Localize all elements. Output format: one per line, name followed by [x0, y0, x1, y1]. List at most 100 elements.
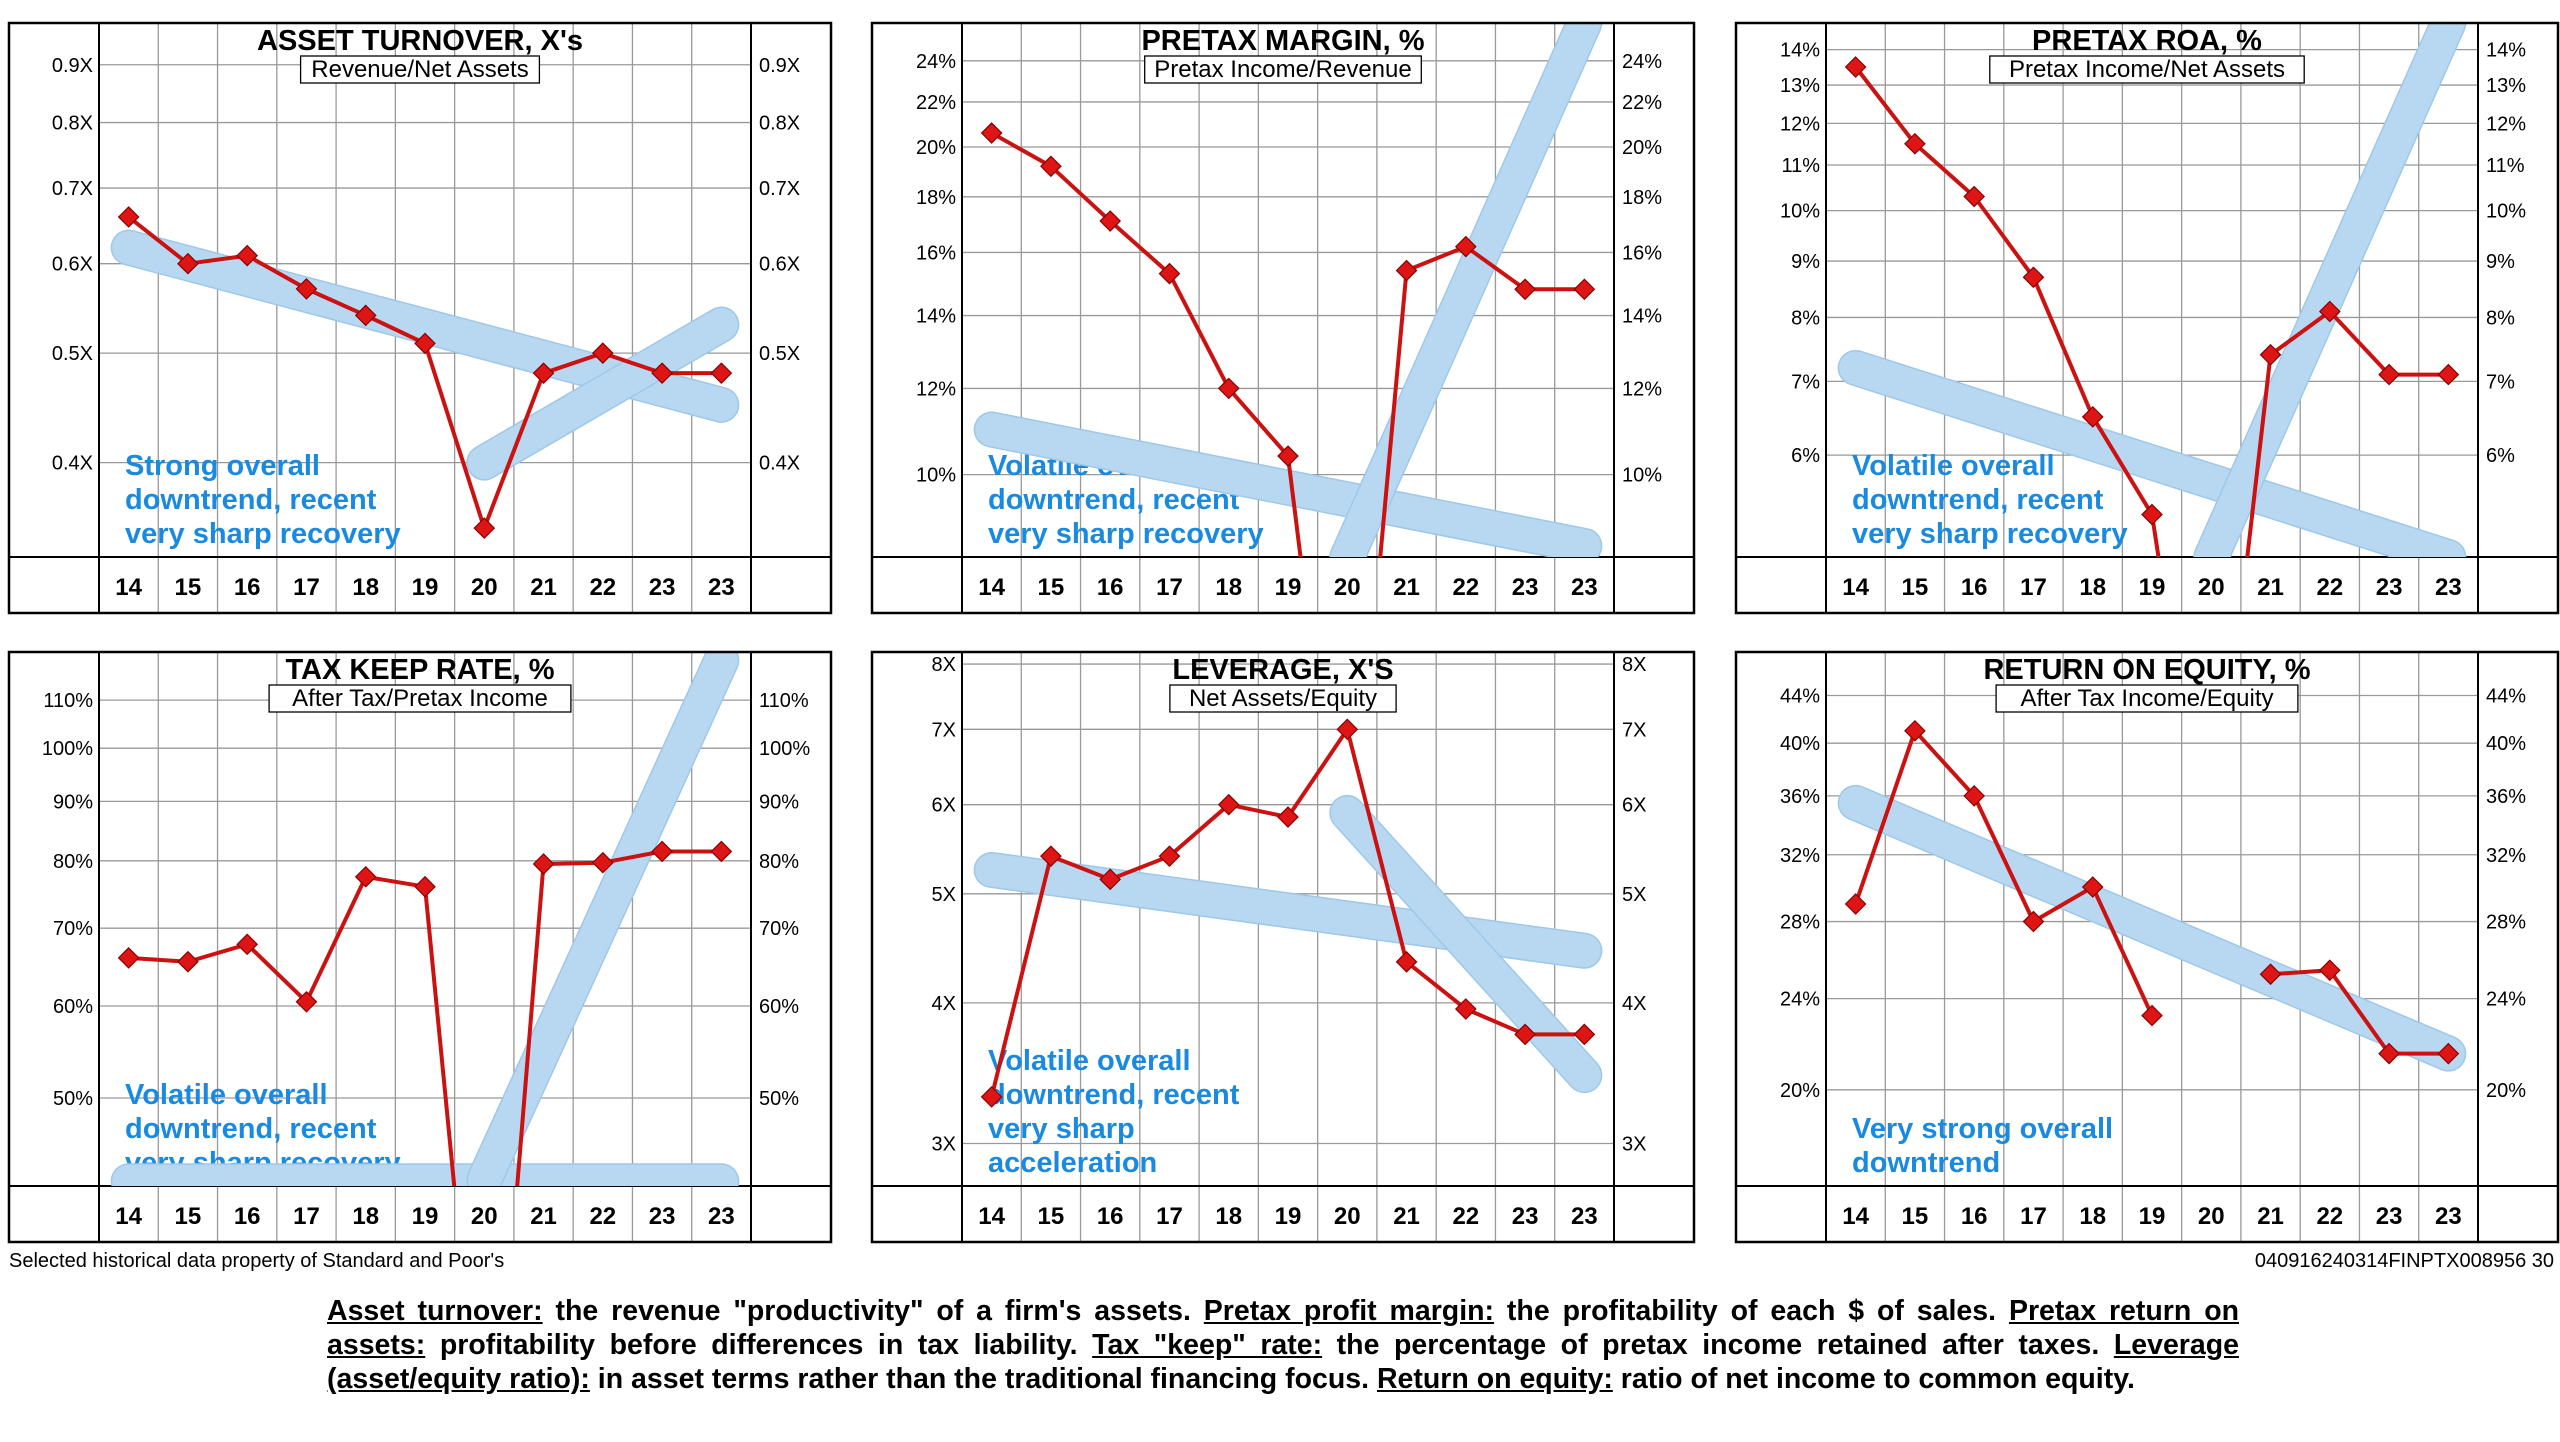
y-tick-label-left: 6X — [932, 795, 956, 817]
data-point-marker — [1099, 210, 1122, 232]
x-tick-label: 16 — [1961, 1203, 1988, 1230]
def-pretax-margin: the profitability of each $ of sales. — [1494, 1295, 2009, 1327]
chart-pretax-margin: 24% 24% 22% 22% 20% 20% 18% 18% 16% 16% 14% 14% 12% 1… — [870, 21, 1696, 615]
series-segment — [1345, 728, 1409, 963]
x-tick-label: 21 — [530, 1203, 557, 1230]
data-point-marker — [1963, 185, 1986, 208]
x-tick-label: 18 — [1215, 1203, 1242, 1230]
data-point-marker — [117, 947, 140, 969]
annotation-line: downtrend, recent — [988, 484, 1240, 516]
x-tick-label: 17 — [293, 1203, 320, 1230]
y-tick-label-left: 22% — [916, 92, 956, 114]
chart-title: RETURN ON EQUITY, % — [1983, 654, 2310, 686]
y-tick-label-right: 13% — [2486, 75, 2526, 97]
trend-band — [467, 652, 738, 1186]
trend-layer — [110, 229, 740, 481]
annotation-line: very sharp — [988, 1113, 1135, 1145]
x-tick-label: 18 — [352, 574, 379, 601]
y-tick-label-right: 0.7X — [759, 178, 800, 200]
y-tick-label-right: 80% — [759, 851, 799, 873]
x-tick-label: 14 — [115, 574, 142, 601]
data-point-marker — [1844, 56, 1867, 78]
x-tick-label: 19 — [2139, 1203, 2166, 1230]
x-tick-label: 23 — [649, 1203, 676, 1230]
data-point-marker — [2437, 1042, 2460, 1065]
chart-title: PRETAX ROA, % — [2032, 25, 2262, 57]
series-segment — [1168, 803, 1231, 858]
data-point-marker — [1277, 445, 1299, 467]
data-point-marker — [710, 362, 733, 385]
x-tick-label: 15 — [175, 574, 202, 601]
y-tick-label-right: 7% — [2486, 371, 2515, 393]
series-segment — [246, 253, 308, 291]
series-segment — [2031, 276, 2095, 418]
y-tick-label-right: 32% — [2486, 845, 2526, 867]
series-segment — [1465, 1007, 1526, 1037]
data-point-marker — [532, 853, 555, 875]
data-point-marker — [2259, 963, 2282, 986]
y-tick-label-right: 70% — [759, 918, 799, 940]
data-point-marker — [117, 206, 140, 228]
term-pretax-roa: Pretax return on assets: — [327, 1295, 2240, 1361]
series-segment — [1049, 164, 1112, 223]
y-tick-label-left: 44% — [1780, 686, 1820, 708]
data-point-marker — [1454, 998, 1477, 1020]
series-segment — [1405, 960, 1468, 1011]
y-tick-label-left: 0.7X — [52, 178, 93, 200]
annotation-line: acceleration — [988, 1147, 1157, 1179]
x-tick-label: 17 — [2020, 574, 2047, 601]
data-point-marker — [1454, 235, 1477, 258]
chart-subtitle-box — [1144, 55, 1422, 84]
series-segment — [305, 287, 367, 318]
series-segment — [1050, 854, 1111, 882]
chart-title: ASSET TURNOVER, X's — [257, 25, 583, 57]
x-tick-label: 20 — [2198, 1203, 2225, 1230]
x-tick-label: 15 — [1902, 1203, 1929, 1230]
x-tick-label: 14 — [978, 574, 1005, 601]
x-tick-label: 17 — [2020, 1203, 2047, 1230]
y-tick-label-right: 5X — [1622, 884, 1646, 906]
series-segment — [423, 342, 487, 529]
chart-frame — [1734, 21, 2560, 615]
x-tick-label: 23 — [1512, 1203, 1539, 1230]
y-tick-label-left: 28% — [1780, 912, 1820, 934]
y-tick-label-right: 16% — [1622, 242, 1662, 264]
y-tick-label-right: 60% — [759, 996, 799, 1018]
y-tick-label-left: 3X — [932, 1133, 956, 1155]
series-drop-segment — [1286, 455, 1303, 557]
series-segment — [2090, 886, 2154, 1017]
y-tick-label-left: 32% — [1780, 845, 1820, 867]
series-segment — [1972, 795, 2036, 923]
def-return-on-equity: ratio of net income to common equity. — [1612, 1363, 2135, 1395]
x-tick-label: 23 — [708, 574, 735, 601]
term-asset-turnover: Asset turnover: — [327, 1295, 543, 1327]
def-tax-keep-rate: the percentage of pretax income retained… — [1322, 1329, 2114, 1361]
y-tick-label-left: 7% — [1791, 371, 1820, 393]
series-layer — [990, 131, 1585, 557]
y-tick-label-right: 6X — [1622, 795, 1646, 817]
x-tick-label: 23 — [649, 574, 676, 601]
y-tick-label-left: 9% — [1791, 251, 1820, 273]
term-leverage: Leverage (asset/equity ratio): — [327, 1329, 2240, 1395]
chart-subtitle-box — [299, 55, 541, 84]
y-tick-label-right: 22% — [1622, 92, 1662, 114]
series-segment — [1227, 387, 1290, 458]
y-tick-label-left: 0.8X — [52, 113, 93, 135]
data-point-marker — [980, 122, 1003, 144]
y-tick-label-left: 11% — [1781, 155, 1820, 177]
y-tick-label-left: 36% — [1780, 786, 1820, 808]
y-tick-label-right: 0.4X — [759, 453, 800, 475]
term-return-on-equity: Return on equity: — [1376, 1363, 1613, 1395]
series-segment — [365, 874, 426, 889]
chart-frame — [1734, 650, 2560, 1244]
data-point-marker — [591, 851, 614, 874]
y-tick-label-left: 6% — [1791, 445, 1820, 467]
data-point-marker — [980, 1086, 1003, 1108]
series-segment — [1853, 730, 1917, 905]
x-tick-label: 16 — [234, 574, 261, 601]
chart-tax-keep-rate: 110% 110% 100% 100% 90% 90% 80% 80% 70% 70% 60% 60%… — [7, 650, 833, 1244]
data-point-marker — [414, 875, 436, 898]
x-tick-label: 23 — [1571, 1203, 1598, 1230]
data-point-marker — [2022, 266, 2045, 289]
y-tick-label-right: 8% — [2486, 307, 2515, 329]
